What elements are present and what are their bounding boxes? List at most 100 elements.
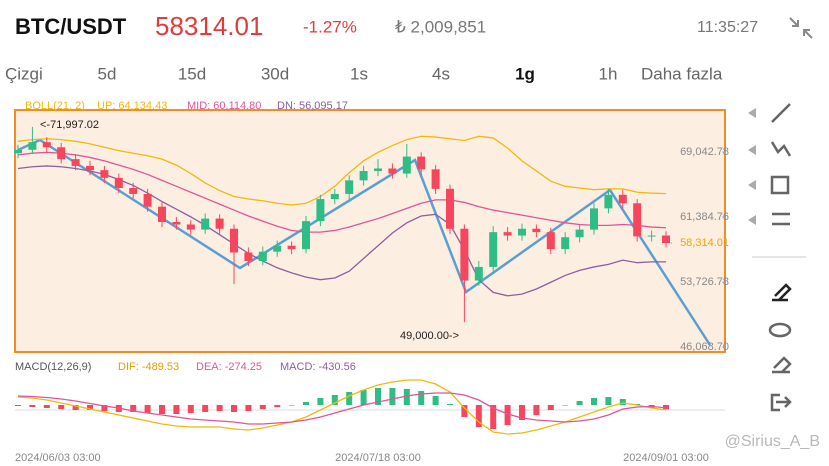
watermark: @Sirius_A_B bbox=[725, 433, 820, 450]
macd-bar bbox=[533, 405, 540, 415]
tab[interactable]: Çizgi bbox=[5, 64, 43, 83]
candle-body bbox=[129, 188, 138, 194]
candle-body bbox=[575, 229, 584, 238]
tool-eraser[interactable] bbox=[772, 356, 792, 374]
tab[interactable]: 1s bbox=[350, 64, 368, 83]
tab[interactable]: 15d bbox=[178, 64, 206, 83]
candle-body bbox=[561, 237, 570, 250]
candle-body bbox=[417, 156, 426, 170]
macd-line bbox=[17, 379, 667, 435]
macd-bar bbox=[288, 405, 295, 406]
candle-body bbox=[230, 228, 238, 253]
tab[interactable]: Daha fazla bbox=[641, 64, 723, 83]
tab[interactable]: 5d bbox=[98, 64, 117, 83]
candle-body bbox=[532, 228, 541, 233]
macd-bar bbox=[317, 398, 324, 405]
macd-bar bbox=[187, 405, 194, 413]
candle-body bbox=[71, 159, 80, 166]
macd-bar bbox=[202, 405, 209, 412]
macd-bar bbox=[43, 405, 50, 408]
macd-bar bbox=[475, 405, 482, 427]
macd-bar bbox=[144, 405, 151, 413]
macd-bar bbox=[403, 389, 410, 405]
candle-body bbox=[604, 194, 613, 209]
macd-line bbox=[17, 392, 667, 425]
macd-bar bbox=[418, 391, 425, 405]
macd-bar bbox=[130, 405, 137, 412]
candle-body bbox=[647, 235, 656, 237]
candle-body bbox=[388, 168, 397, 174]
macd-bar bbox=[331, 395, 338, 405]
tab[interactable]: 4s bbox=[432, 64, 450, 83]
macd-bar bbox=[173, 405, 180, 414]
boll-line bbox=[17, 135, 667, 206]
macd-bar bbox=[346, 392, 353, 405]
plot-area bbox=[14, 109, 726, 353]
boll-line bbox=[17, 165, 667, 297]
candle-body bbox=[546, 232, 555, 250]
last-price: 58314.01 bbox=[155, 11, 263, 41]
candle-body bbox=[316, 199, 325, 222]
candle-body bbox=[302, 221, 310, 250]
tab[interactable]: 1g bbox=[515, 64, 535, 83]
change: -1.27% bbox=[303, 17, 357, 36]
tab[interactable]: 30d bbox=[261, 64, 289, 83]
candle-body bbox=[273, 245, 282, 252]
candle-body bbox=[100, 170, 109, 178]
tool-path[interactable] bbox=[770, 141, 792, 157]
candle-body bbox=[474, 266, 483, 281]
boll-legend: MID: 60,114.80 bbox=[187, 100, 261, 112]
x-tick-label: 2024/07/18 03:00 bbox=[335, 452, 421, 464]
toolbar bbox=[748, 103, 806, 412]
boll-line bbox=[17, 151, 667, 233]
candle-body bbox=[215, 218, 224, 229]
macd-bar bbox=[245, 405, 252, 411]
y-tick-label: 69,042.78 bbox=[680, 146, 729, 158]
tab[interactable]: 1h bbox=[599, 64, 618, 83]
macd-bar bbox=[87, 405, 93, 410]
tool-pen[interactable] bbox=[772, 283, 792, 302]
macd-bar bbox=[231, 405, 237, 412]
annotation: 49,000.00-> bbox=[400, 330, 459, 342]
x-tick-label: 2024/06/03 03:00 bbox=[15, 452, 101, 464]
volume: ₺ 2,009,851 bbox=[395, 17, 486, 36]
macd-bar bbox=[447, 404, 453, 405]
candle-body bbox=[172, 221, 181, 225]
macd-bar bbox=[619, 399, 626, 405]
candle-body bbox=[201, 218, 210, 230]
candle-body bbox=[186, 224, 195, 230]
macd-bar bbox=[504, 405, 511, 425]
candle-body bbox=[158, 206, 166, 222]
tool-eye[interactable] bbox=[768, 322, 792, 338]
current-price-label: 58,314.01 bbox=[680, 237, 729, 249]
candle-body bbox=[143, 193, 152, 207]
macd-bar bbox=[303, 402, 309, 405]
candle-body bbox=[57, 147, 66, 160]
boll-legend: DN: 56,095.17 bbox=[277, 100, 348, 112]
macd-bar bbox=[15, 405, 21, 406]
candle-body bbox=[359, 171, 368, 181]
candle-body bbox=[633, 203, 642, 237]
macd-bar bbox=[461, 405, 468, 417]
tool-rect[interactable] bbox=[770, 175, 790, 195]
macd-bar bbox=[259, 405, 266, 409]
candle-body bbox=[28, 142, 37, 150]
candle-body bbox=[42, 142, 51, 148]
candle-body bbox=[244, 252, 253, 262]
macd-bar bbox=[216, 405, 223, 411]
macd-legend: DIF: -489.53 bbox=[118, 361, 179, 373]
tool-parallel[interactable] bbox=[772, 212, 790, 226]
macd-bar bbox=[101, 405, 108, 411]
candle-body bbox=[431, 169, 440, 189]
candle-body bbox=[518, 228, 526, 236]
macd-bar bbox=[360, 390, 367, 405]
tool-line[interactable] bbox=[771, 103, 791, 123]
macd-bar bbox=[562, 405, 569, 406]
trend-lines bbox=[17, 138, 712, 346]
collapse-icon[interactable] bbox=[789, 17, 813, 39]
boll-legend: UP: 64,134.43 bbox=[97, 100, 167, 112]
y-tick-label: 61,384.76 bbox=[680, 211, 729, 223]
candle-body bbox=[402, 156, 411, 174]
tool-exit[interactable] bbox=[770, 393, 792, 412]
